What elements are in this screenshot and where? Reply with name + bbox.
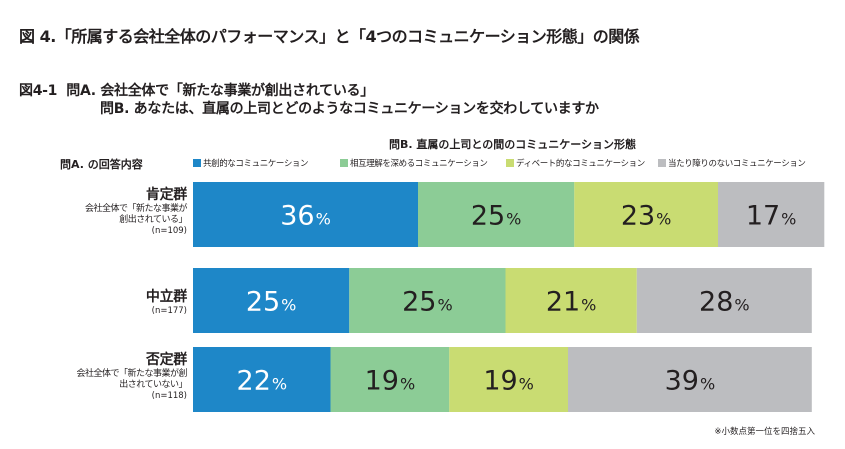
row-header: 問A. の回答内容 <box>60 158 143 171</box>
bar-segment <box>418 182 575 247</box>
figure-title: 図 4.「所属する会社全体のパフォーマンス」と「4つのコミュニケーション形態」の… <box>19 27 640 46</box>
bar-segment <box>505 268 637 333</box>
bar-segment <box>349 268 506 333</box>
row-label-desc: 会社全体で「新たな事業が創 <box>76 369 187 379</box>
column-header: 問B. 直属の上司との間のコミュニケーション形態 <box>389 138 637 151</box>
bar-segment <box>193 268 350 333</box>
data-label: 17% <box>746 201 797 232</box>
question-a: 問A. 会社全体で「新たな事業が創出されている」 <box>66 83 374 99</box>
bar-row-2: 25% 25% 21% 28% <box>193 268 812 333</box>
legend-item: 共創的なコミュニケーション <box>193 157 309 169</box>
row-label-sample-size: (n=118) <box>151 391 187 401</box>
bar-segment <box>574 182 719 247</box>
row-label-sample-size: (n=177) <box>151 306 187 316</box>
data-label: 36% <box>280 201 331 232</box>
row-label-desc: 出されていない」 <box>119 380 187 390</box>
data-label: 21% <box>546 287 597 318</box>
row-label: 肯定群 会社全体で「新たな事業が 創出されている」 (n=109) <box>84 187 188 237</box>
legend-swatch <box>193 159 201 167</box>
bar-segment <box>718 182 825 247</box>
bar-segment <box>636 268 812 333</box>
legend-swatch <box>658 159 666 167</box>
legend-label: 相互理解を深めるコミュニケーション <box>350 159 488 169</box>
row-label-sample-size: (n=109) <box>151 226 187 236</box>
row-label-name: 肯定群 <box>145 187 187 203</box>
bar-row-1: 36% 25% 23% 17% <box>193 182 825 247</box>
legend-item: 相互理解を深めるコミュニケーション <box>340 157 488 169</box>
legend-swatch <box>340 159 348 167</box>
legend-label: ディベート的なコミュニケーション <box>516 159 645 169</box>
bar-row-3: 22% 19% 19% 39% <box>193 347 812 412</box>
bar-segment <box>193 182 418 247</box>
data-label: 25% <box>246 287 297 318</box>
legend-item: 当たり障りのないコミュニケーション <box>658 157 806 169</box>
data-label: 19% <box>365 366 416 397</box>
row-label-name: 否定群 <box>145 352 187 368</box>
footnote: ※小数点第一位を四捨五入 <box>714 427 815 437</box>
data-label: 23% <box>621 201 672 232</box>
row-label-desc: 創出されている」 <box>119 215 187 225</box>
bar-segment <box>449 347 569 412</box>
data-label: 19% <box>483 366 534 397</box>
row-label-name: 中立群 <box>145 289 187 305</box>
row-label: 中立群 (n=177) <box>146 289 187 317</box>
row-label-desc: 会社全体で「新たな事業が <box>84 204 188 214</box>
bar-segment <box>330 347 450 412</box>
bar-segment <box>568 347 812 412</box>
question-b: 問B. あなたは、直属の上司とどのようなコミュニケーションを交わしていますか <box>100 101 599 117</box>
row-label: 否定群 会社全体で「新たな事業が創 出されていない」 (n=118) <box>76 352 187 402</box>
legend-item: ディベート的なコミュニケーション <box>506 157 645 169</box>
figure-sub-id: 図4-1 <box>19 83 58 99</box>
legend-label: 共創的なコミュニケーション <box>203 159 309 169</box>
chart-legend: 共創的なコミュニケーション 相互理解を深めるコミュニケーション ディベート的なコミュ… <box>193 157 833 171</box>
legend-swatch <box>506 159 514 167</box>
data-label: 28% <box>699 287 750 318</box>
bar-segment <box>193 347 331 412</box>
data-label: 25% <box>471 201 522 232</box>
question-a-line: 図4-1 問A. 会社全体で「新たな事業が創出されている」 <box>19 80 374 100</box>
legend-label: 当たり障りのないコミュニケーション <box>668 159 806 169</box>
data-label: 22% <box>237 366 288 397</box>
data-label: 39% <box>665 366 716 397</box>
data-label: 25% <box>402 287 453 318</box>
